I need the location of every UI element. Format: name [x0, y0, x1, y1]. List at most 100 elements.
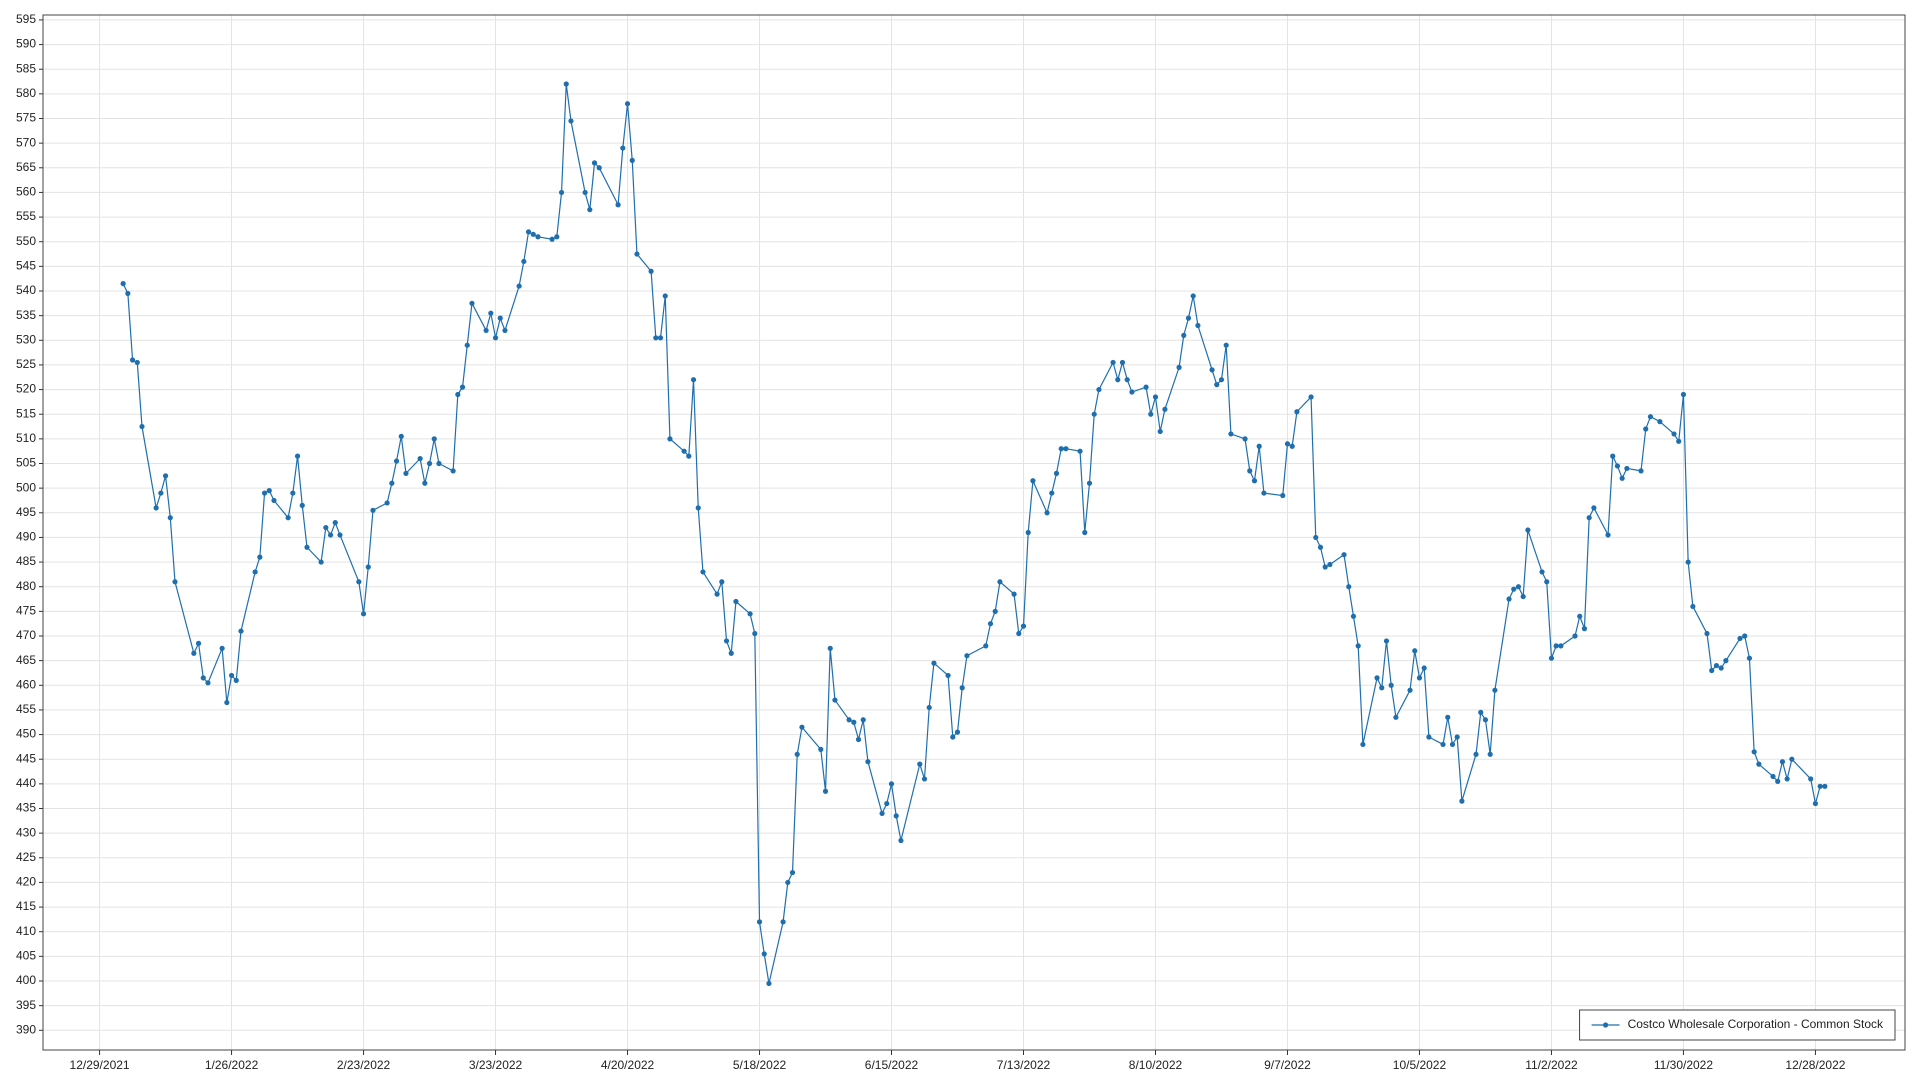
data-point	[1676, 438, 1682, 444]
data-point	[332, 520, 338, 526]
data-point	[1020, 623, 1027, 629]
data-point	[1614, 463, 1621, 469]
data-point	[926, 704, 932, 711]
data-point	[1044, 510, 1050, 516]
data-point	[167, 515, 173, 521]
data-point	[1416, 675, 1423, 681]
data-point	[917, 761, 923, 767]
data-point	[1412, 648, 1418, 654]
data-point	[690, 377, 697, 383]
data-point	[1572, 633, 1578, 639]
y-tick-label: 590	[16, 37, 36, 51]
data-point	[1449, 741, 1456, 748]
data-point	[365, 564, 371, 570]
data-point	[992, 608, 998, 614]
data-point	[733, 598, 739, 605]
data-point	[1718, 665, 1724, 671]
data-point	[327, 532, 334, 538]
data-point	[153, 505, 159, 511]
data-point	[1610, 453, 1616, 459]
y-tick-label: 525	[16, 357, 36, 371]
data-point	[436, 460, 442, 467]
x-tick-label: 11/2/2022	[1525, 1058, 1578, 1072]
data-point	[1256, 443, 1262, 449]
data-point	[794, 751, 800, 757]
data-point	[200, 675, 206, 681]
data-point	[1605, 532, 1611, 538]
data-point	[1742, 633, 1748, 639]
data-point	[1647, 414, 1654, 420]
data-point	[822, 788, 829, 794]
data-point	[1374, 675, 1380, 681]
x-tick-label: 12/28/2022	[1785, 1058, 1845, 1072]
data-point	[1680, 391, 1687, 398]
data-point	[1115, 377, 1121, 383]
x-tick-label: 6/15/2022	[865, 1058, 919, 1072]
data-point	[398, 433, 404, 439]
data-point	[1657, 419, 1663, 425]
data-point	[1143, 384, 1149, 390]
x-tick-label: 3/23/2022	[469, 1058, 523, 1072]
y-tick-label: 415	[16, 899, 36, 913]
data-point	[624, 101, 631, 107]
data-point	[1261, 490, 1267, 496]
data-point	[483, 327, 489, 334]
data-point	[464, 342, 470, 348]
legend-label: Costco Wholesale Corporation - Common St…	[1628, 1017, 1884, 1031]
data-point	[492, 335, 499, 341]
data-point	[1185, 315, 1192, 321]
data-point	[1152, 394, 1159, 400]
data-point	[1421, 665, 1427, 671]
data-point	[530, 231, 536, 237]
y-tick-label: 395	[16, 998, 36, 1012]
data-point	[1157, 428, 1163, 435]
data-point	[1539, 569, 1545, 575]
data-point	[879, 810, 885, 817]
data-point	[191, 650, 197, 656]
data-point	[516, 283, 522, 289]
data-point	[1548, 655, 1555, 661]
data-point	[615, 202, 621, 208]
data-point	[591, 160, 598, 166]
data-point	[417, 455, 423, 462]
data-point	[1577, 613, 1583, 619]
y-tick-label: 455	[16, 702, 36, 716]
x-tick-label: 7/13/2022	[997, 1058, 1051, 1072]
data-point	[1360, 741, 1366, 748]
y-tick-label: 575	[16, 111, 36, 125]
data-point	[1096, 386, 1102, 393]
data-point	[384, 500, 390, 506]
data-point	[620, 145, 626, 151]
x-tick-label: 12/29/2021	[70, 1058, 130, 1072]
data-point	[1775, 778, 1781, 784]
data-point	[681, 448, 687, 454]
data-point	[855, 736, 862, 743]
data-point	[1478, 709, 1484, 715]
y-tick-label: 570	[16, 135, 36, 149]
data-point	[893, 813, 899, 819]
data-point	[403, 470, 409, 476]
data-point	[653, 335, 659, 341]
data-point	[1124, 377, 1130, 383]
data-point	[997, 579, 1003, 585]
data-point	[789, 869, 796, 876]
data-point	[1459, 798, 1465, 804]
data-point	[667, 436, 673, 442]
y-tick-label: 560	[16, 185, 36, 199]
data-point	[1383, 638, 1390, 644]
data-point	[370, 507, 376, 513]
data-point	[554, 234, 560, 240]
data-point	[1119, 359, 1126, 366]
data-point	[1317, 544, 1324, 550]
y-tick-label: 595	[16, 12, 36, 26]
data-point	[1190, 293, 1196, 299]
data-point	[525, 229, 532, 235]
data-point	[1289, 443, 1295, 449]
data-point	[1218, 377, 1225, 383]
data-point	[257, 554, 263, 560]
data-point	[1690, 603, 1696, 610]
y-tick-label: 390	[16, 1022, 36, 1036]
data-point	[393, 458, 400, 464]
data-point	[686, 453, 692, 459]
